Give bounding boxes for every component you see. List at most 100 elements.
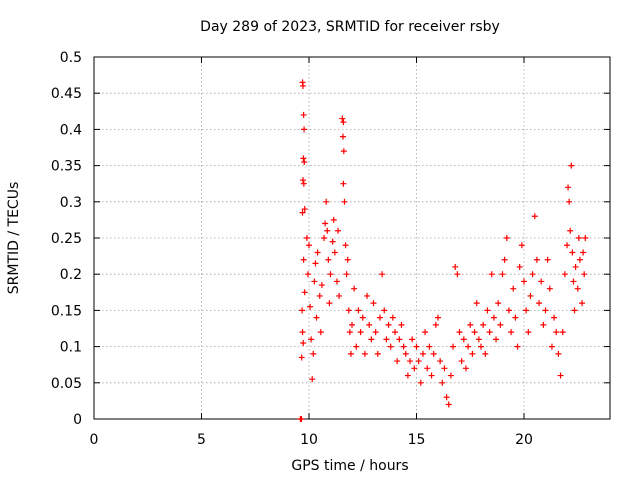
data-point — [321, 235, 328, 241]
data-point — [567, 227, 574, 234]
y-tick-label: 0.3 — [60, 195, 82, 211]
data-point — [525, 329, 532, 336]
data-point — [298, 416, 305, 422]
y-tick-label: 0.15 — [51, 303, 82, 319]
data-point — [394, 358, 401, 365]
data-point — [467, 321, 474, 328]
data-point — [398, 321, 405, 328]
data-point — [510, 285, 517, 292]
data-point — [336, 292, 343, 299]
data-point — [488, 271, 495, 278]
data-point — [422, 329, 429, 336]
data-point — [518, 242, 525, 249]
data-point — [462, 365, 469, 372]
y-tick-label: 0 — [73, 412, 82, 428]
data-point — [344, 256, 351, 263]
data-point — [339, 115, 346, 122]
data-point — [374, 350, 381, 357]
data-point — [357, 329, 364, 336]
data-point — [402, 350, 409, 357]
data-point — [475, 336, 482, 343]
data-point — [454, 271, 461, 278]
data-point — [300, 256, 307, 263]
data-point — [439, 379, 446, 386]
data-point — [324, 227, 331, 234]
data-point — [300, 339, 307, 346]
data-point — [473, 300, 480, 307]
data-point — [501, 256, 508, 263]
data-point — [301, 158, 308, 165]
data-point — [368, 336, 375, 343]
data-point — [349, 321, 355, 328]
y-tick-label: 0.05 — [51, 376, 82, 392]
data-point — [299, 307, 306, 314]
data-point — [575, 235, 582, 241]
data-point — [307, 303, 314, 310]
data-point — [471, 329, 478, 336]
data-point — [415, 358, 422, 365]
data-point — [538, 278, 545, 285]
data-point — [340, 119, 347, 126]
data-point — [359, 314, 366, 321]
x-tick-label: 10 — [300, 432, 318, 448]
data-point — [540, 321, 547, 328]
data-point — [568, 162, 575, 169]
data-point — [323, 198, 330, 205]
data-point — [331, 249, 338, 256]
data-point — [383, 336, 390, 343]
data-point — [355, 307, 362, 314]
data-point — [413, 343, 420, 350]
data-point — [299, 209, 306, 216]
x-tick-label: 5 — [197, 432, 206, 448]
data-point — [458, 358, 465, 365]
data-point — [553, 329, 560, 336]
data-point — [404, 372, 411, 379]
data-point — [435, 314, 441, 321]
data-point — [322, 220, 329, 227]
data-point — [505, 307, 512, 314]
data-point — [564, 242, 570, 249]
data-point — [424, 365, 431, 372]
data-point — [452, 263, 459, 270]
data-point — [512, 314, 519, 321]
data-point — [456, 329, 463, 336]
data-point — [432, 321, 439, 328]
data-point — [499, 271, 506, 278]
data-point — [298, 354, 305, 361]
data-point — [381, 307, 388, 314]
data-point — [300, 111, 307, 118]
data-point — [366, 321, 373, 328]
data-point — [340, 180, 347, 187]
data-point — [450, 343, 457, 350]
data-point — [508, 329, 515, 336]
data-point — [579, 300, 586, 307]
grid — [94, 57, 610, 419]
data-point — [490, 314, 497, 321]
data-point — [542, 307, 549, 314]
data-point — [400, 343, 407, 350]
x-tick-label: 15 — [408, 432, 426, 448]
data-point — [379, 271, 386, 278]
y-tick-label: 0.1 — [60, 340, 82, 356]
data-point — [548, 343, 555, 350]
data-point — [571, 307, 578, 314]
x-axis-label: GPS time / hours — [291, 458, 408, 474]
data-point — [417, 379, 424, 386]
data-point — [376, 314, 383, 321]
data-point — [335, 227, 342, 234]
data-point — [561, 271, 568, 278]
data-point — [441, 365, 448, 372]
data-point — [300, 155, 307, 162]
data-point — [527, 292, 534, 299]
data-point — [469, 350, 476, 357]
data-point — [482, 350, 489, 357]
data-point — [495, 300, 502, 307]
data-point — [486, 329, 493, 336]
data-point — [497, 321, 504, 328]
data-point — [409, 336, 416, 343]
data-point — [430, 350, 437, 357]
axis-ticks: 0 0.05 0.1 0.15 0.2 0.25 0.3 0.35 0.4 0.45 0.5 0 5 10… — [51, 50, 610, 448]
data-point — [437, 358, 444, 365]
data-point — [478, 343, 484, 350]
data-point — [312, 260, 319, 267]
